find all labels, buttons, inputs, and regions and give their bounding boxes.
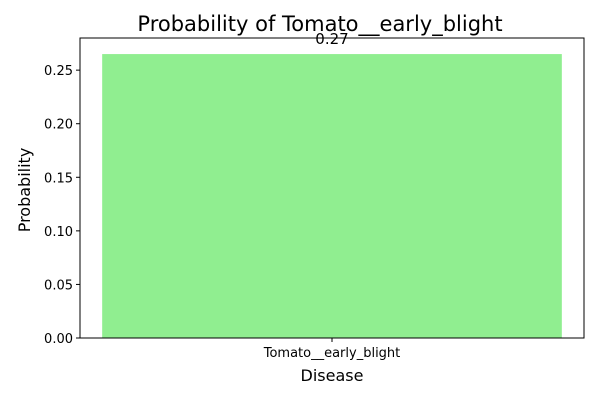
plot-area: 0.27 0.00 0.05 0.10 0.15 0.20 0.25 Tomato__ea… xyxy=(44,30,585,361)
x-axis-ticks: Tomato__early_blight xyxy=(263,338,401,361)
x-axis-label: Disease xyxy=(301,366,364,385)
y-axis-ticks: 0.00 0.05 0.10 0.15 0.20 0.25 xyxy=(44,64,80,347)
plot-frame xyxy=(79,37,585,339)
bars-group xyxy=(102,54,562,338)
data-labels-group: 0.27 xyxy=(315,30,348,48)
y-tick-label: 0.10 xyxy=(44,225,73,240)
y-axis-label: Probability xyxy=(15,148,34,233)
y-tick-label: 0.05 xyxy=(44,278,73,293)
y-tick-label: 0.25 xyxy=(44,64,73,79)
y-tick-label: 0.20 xyxy=(44,118,73,133)
bar-value-label: 0.27 xyxy=(315,30,348,48)
bar xyxy=(102,54,562,338)
chart-title: Probability of Tomato__early_blight xyxy=(137,12,502,37)
y-tick-label: 0.15 xyxy=(44,171,73,186)
x-tick-label: Tomato__early_blight xyxy=(263,346,401,361)
y-tick-label: 0.00 xyxy=(44,332,73,347)
